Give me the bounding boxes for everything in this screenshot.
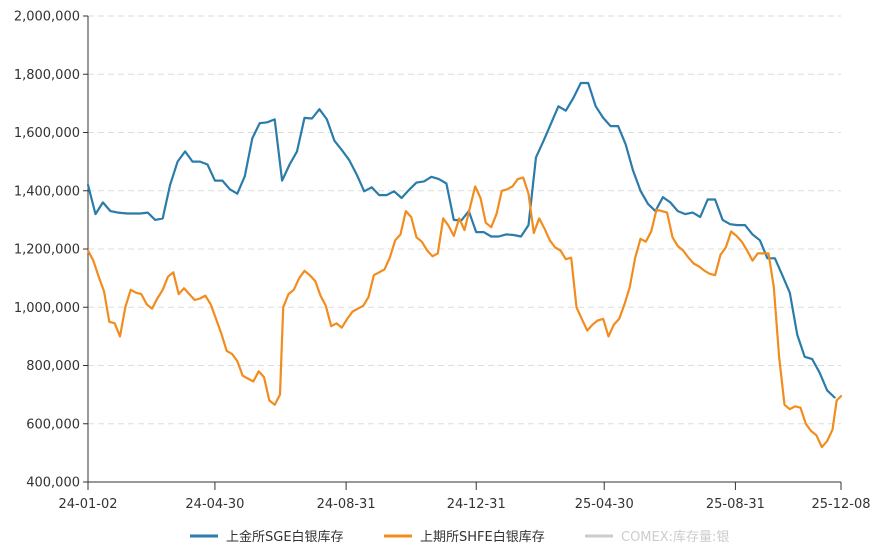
- legend-item-2[interactable]: COMEX:库存量:银: [585, 529, 729, 545]
- x-tick-label: 24-01-02: [58, 497, 117, 512]
- legend-label: 上金所SGE白银库存: [226, 529, 344, 545]
- x-tick-label: 24-12-31: [447, 497, 506, 512]
- y-tick-label: 600,000: [26, 417, 80, 432]
- legend-label: 上期所SHFE白银库存: [420, 529, 545, 545]
- legend-label: COMEX:库存量:银: [621, 529, 729, 545]
- x-tick-label: 25-08-31: [706, 497, 765, 512]
- grid-lines: [88, 15, 841, 425]
- x-tick-label: 25-04-30: [575, 497, 634, 512]
- y-tick-label: 2,000,000: [14, 10, 80, 25]
- y-axis-tick-labels: 400,000 600,000 800,000 1,000,000 1,200,000 1…: [14, 10, 88, 491]
- y-tick-label: 800,000: [26, 359, 80, 374]
- y-tick-label: 1,800,000: [14, 68, 80, 83]
- y-tick-label: 1,200,000: [14, 243, 80, 258]
- y-tick-label: 1,600,000: [14, 126, 80, 141]
- legend-item-1[interactable]: 上期所SHFE白银库存: [384, 529, 545, 545]
- x-tick-label: 25-12-08: [811, 497, 870, 512]
- series-lines: [86, 81, 843, 449]
- x-tick-label: 24-08-31: [317, 497, 376, 512]
- x-axis-tick-labels: 24-01-02 24-04-30 24-08-31 24-12-31 25-04-30…: [58, 482, 871, 512]
- y-tick-label: 1,000,000: [14, 301, 80, 316]
- legend[interactable]: 上金所SGE白银库存 上期所SHFE白银库存 COMEX:库存量:银: [190, 529, 729, 545]
- y-tick-label: 400,000: [26, 476, 80, 491]
- legend-item-0[interactable]: 上金所SGE白银库存: [190, 529, 344, 545]
- series-line-1: [86, 176, 843, 449]
- x-tick-label: 24-04-30: [185, 497, 244, 512]
- y-tick-label: 1,400,000: [14, 184, 80, 199]
- series-line-0: [86, 81, 836, 399]
